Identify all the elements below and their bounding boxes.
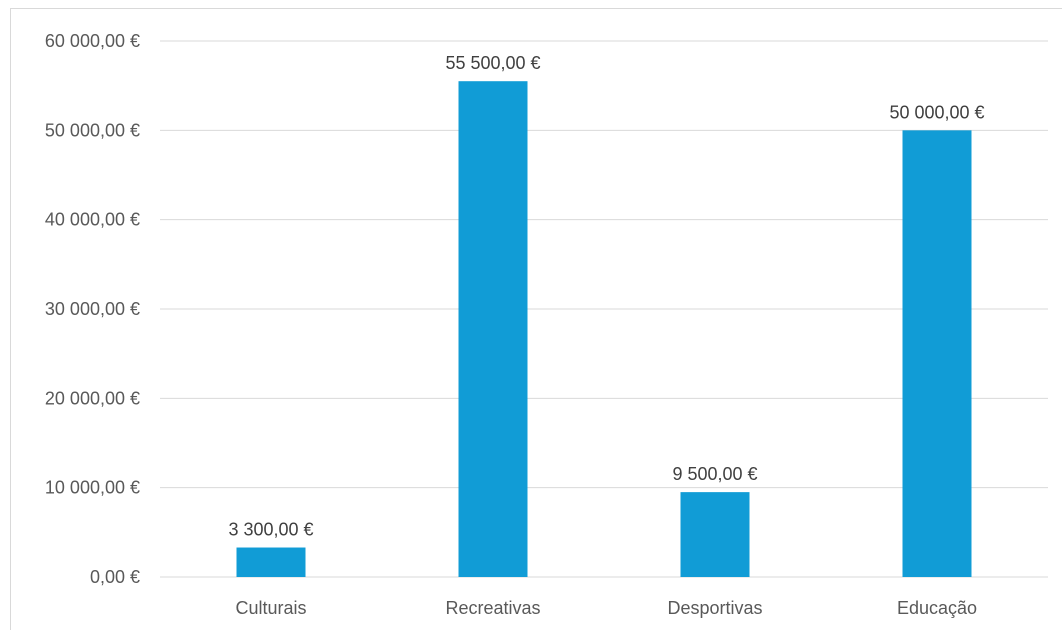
- x-category-label: Recreativas: [445, 598, 540, 618]
- bar: [680, 492, 750, 577]
- bar: [236, 547, 306, 577]
- data-label: 9 500,00 €: [672, 464, 757, 484]
- x-category-label: Culturais: [235, 598, 306, 618]
- data-label: 50 000,00 €: [889, 102, 984, 122]
- data-label: 55 500,00 €: [445, 53, 540, 73]
- data-label: 3 300,00 €: [228, 520, 313, 540]
- chart-frame: [10, 8, 1062, 630]
- y-tick-label: 0,00 €: [90, 567, 140, 587]
- y-tick-label: 10 000,00 €: [45, 478, 140, 498]
- y-tick-label: 60 000,00 €: [45, 31, 140, 51]
- bar: [458, 81, 528, 577]
- x-category-label: Educação: [897, 598, 977, 618]
- bar: [902, 130, 972, 578]
- y-tick-label: 30 000,00 €: [45, 299, 140, 319]
- y-tick-label: 20 000,00 €: [45, 388, 140, 408]
- y-tick-label: 40 000,00 €: [45, 210, 140, 230]
- x-category-label: Desportivas: [667, 598, 762, 618]
- y-tick-label: 50 000,00 €: [45, 120, 140, 140]
